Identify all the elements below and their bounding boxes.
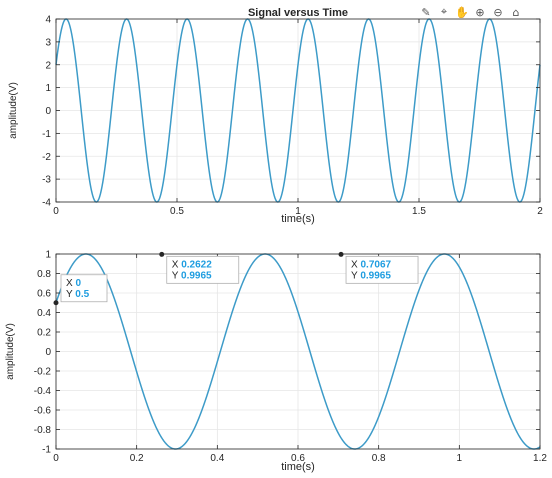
datatip-box bbox=[345, 255, 419, 284]
plot-2: 0 0.2 0.4 0.6 0.8 1 1.2 -1 -0.8 -0.6 -0.4 -0.2 0 0.2 0… bbox=[5, 250, 547, 474]
y-tick-label: 0.4 bbox=[37, 308, 51, 319]
x-tick-label: 1 bbox=[295, 206, 301, 217]
x-tick-label: 0.4 bbox=[210, 453, 224, 464]
home-icon[interactable]: ⌂ bbox=[512, 5, 520, 19]
x-tick-label: 1.2 bbox=[533, 453, 547, 464]
datatip-x-text: X 0.7067 bbox=[351, 259, 391, 270]
zoom-in-icon[interactable]: ⊕ bbox=[475, 5, 485, 19]
y-tick-label: -1 bbox=[42, 445, 51, 456]
datatip-marker bbox=[53, 300, 59, 306]
brush-icon[interactable]: ✎ bbox=[421, 5, 431, 19]
y-tick-label: 4 bbox=[45, 15, 51, 26]
y-axis-label: amplitude(V) bbox=[8, 82, 19, 139]
signal-line bbox=[55, 253, 541, 450]
y-tick-label: 0.6 bbox=[37, 289, 51, 300]
y-tick-label: -1 bbox=[42, 129, 51, 140]
zoom-out-icon[interactable]: ⊖ bbox=[493, 5, 503, 19]
datatip-marker bbox=[159, 251, 165, 257]
y-tick-label: -0.4 bbox=[34, 386, 52, 397]
x-tick-label: 2 bbox=[537, 206, 543, 217]
y-tick-label: 0 bbox=[45, 347, 51, 358]
y-tick-label: -0.2 bbox=[34, 367, 52, 378]
y-tick-label: 1 bbox=[45, 250, 51, 261]
y-tick-label: 2 bbox=[45, 60, 51, 71]
datatip-x-text: X 0 bbox=[66, 278, 81, 289]
y-tick-label: 0.2 bbox=[37, 328, 51, 339]
pan-hand-icon[interactable]: ✋ bbox=[455, 5, 469, 19]
axes-toolbar: ✎ ⌖ ✋ ⊕ ⊖ ⌂ bbox=[418, 5, 524, 19]
x-axis-label: time(s) bbox=[281, 213, 315, 225]
y-tick-label: -0.6 bbox=[34, 406, 52, 417]
y-axis-label: amplitude(V) bbox=[5, 323, 16, 380]
datatip-box bbox=[60, 274, 108, 303]
chart-title: Signal versus Time bbox=[248, 7, 348, 19]
x-tick-label: 1 bbox=[457, 453, 463, 464]
x-tick-label: 0.2 bbox=[130, 453, 144, 464]
x-tick-label: 0 bbox=[53, 453, 59, 464]
x-axis-label: time(s) bbox=[281, 461, 315, 473]
y-tick-label: -4 bbox=[42, 198, 51, 209]
plot-1: 0 0.5 1 1.5 2 -4 -3 -2 -1 0 1 2 3 4 Signal versus Time… bbox=[8, 7, 543, 225]
x-tick-label: 0 bbox=[53, 206, 59, 217]
datatip-x-text: X 0.2622 bbox=[172, 259, 212, 270]
y-tick-label: 0 bbox=[45, 106, 51, 117]
x-tick-label: 0.6 bbox=[291, 453, 305, 464]
x-tick-label: 0.5 bbox=[170, 206, 184, 217]
datatip-box bbox=[166, 255, 240, 284]
y-tick-label: 3 bbox=[45, 37, 51, 48]
y-tick-label: -3 bbox=[42, 175, 51, 186]
y-tick-label: 0.8 bbox=[37, 269, 51, 280]
x-tick-label: 1.5 bbox=[412, 206, 426, 217]
y-tick-label: 1 bbox=[45, 83, 51, 94]
datatip-marker bbox=[338, 251, 344, 257]
y-tick-label: -2 bbox=[42, 152, 51, 163]
data-cursor-icon[interactable]: ⌖ bbox=[440, 5, 448, 18]
x-tick-label: 0.8 bbox=[372, 453, 386, 464]
datatip-y-text: Y 0.5 bbox=[66, 289, 90, 300]
datatip-y-text: Y 0.9965 bbox=[172, 270, 212, 281]
datatip-y-text: Y 0.9965 bbox=[351, 270, 391, 281]
y-tick-label: -0.8 bbox=[34, 425, 52, 436]
